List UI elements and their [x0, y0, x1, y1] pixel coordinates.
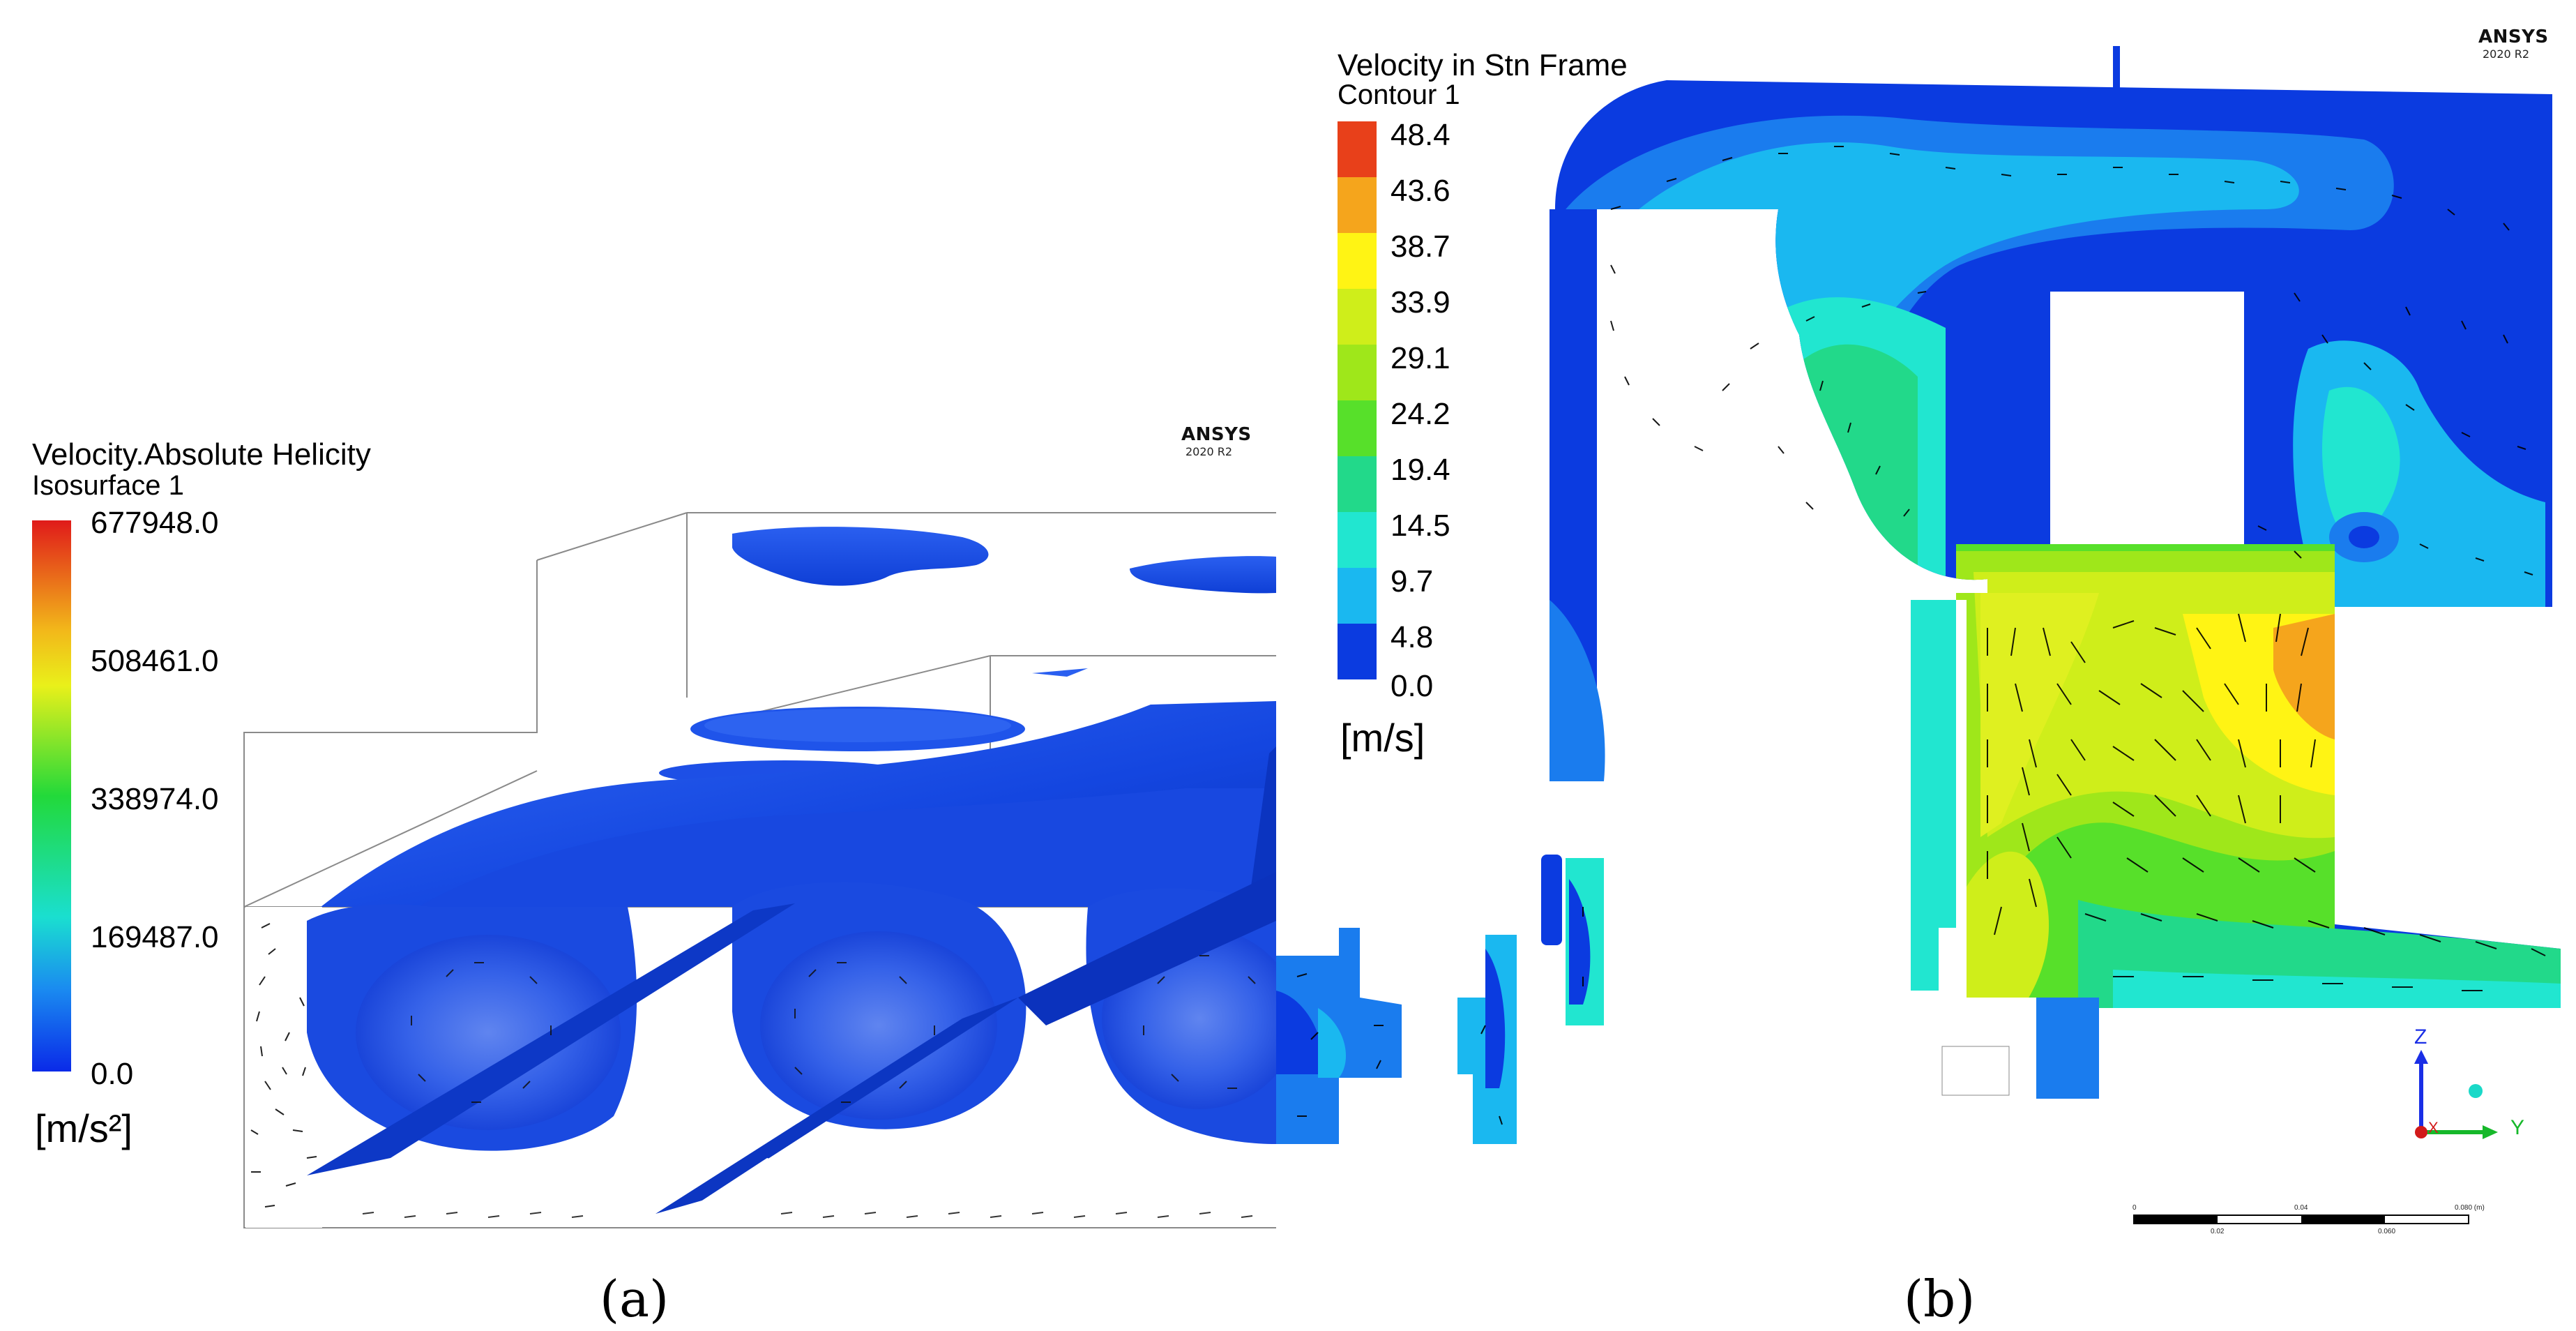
colorbar-tick: 24.2	[1391, 397, 1450, 431]
scale-bar	[2133, 1215, 2469, 1224]
colorbar-tick: 677948.0	[91, 506, 219, 540]
colorbar-band	[1338, 177, 1377, 233]
ansys-version: 2020 R2	[1185, 445, 1233, 458]
helicity-isosurface-render	[243, 512, 1276, 1228]
colorbar-band	[1338, 289, 1377, 345]
panel-a: Velocity.Absolute Helicity Isosurface 1 …	[0, 0, 1276, 1331]
legend-subtitle: Isosurface 1	[32, 470, 184, 501]
colorbar-tick: 169487.0	[91, 920, 219, 954]
colorbar-band	[1338, 456, 1377, 512]
colorbar-unit: [m/s²]	[35, 1106, 132, 1150]
ansys-logo: ANSYS	[2478, 27, 2549, 47]
scale-label: 0.04	[2294, 1204, 2308, 1212]
velocity-colorbar	[1338, 121, 1377, 679]
colorbar-tick: 338974.0	[91, 782, 219, 816]
legend-title: Velocity in Stn Frame	[1338, 48, 1628, 82]
colorbar-tick: 0.0	[1391, 669, 1434, 703]
legend-title: Velocity.Absolute Helicity	[32, 437, 371, 472]
colorbar-tick: 33.9	[1391, 285, 1450, 319]
scale-label: 0.080 (m)	[2455, 1204, 2485, 1212]
colorbar-band	[1338, 512, 1377, 568]
scale-label: 0.060	[2378, 1228, 2396, 1235]
velocity-contour-render	[1276, 46, 2561, 1224]
colorbar-tick: 4.8	[1391, 620, 1434, 654]
axis-triad	[2414, 1050, 2498, 1139]
colorbar-unit: [m/s]	[1340, 716, 1425, 760]
scale-label: 0	[2132, 1204, 2137, 1212]
legend-subtitle: Contour 1	[1338, 80, 1460, 110]
ansys-version: 2020 R2	[2483, 47, 2530, 61]
colorbar-tick: 29.1	[1391, 341, 1450, 375]
colorbar-band	[1338, 400, 1377, 456]
panel-b: Velocity in Stn Frame Contour 1 48.4 43.…	[1276, 0, 2576, 1331]
figure-caption-b: (b)	[1904, 1270, 1976, 1328]
helicity-colorbar	[32, 520, 71, 1071]
colorbar-tick: 38.7	[1391, 230, 1450, 264]
colorbar-tick: 19.4	[1391, 453, 1450, 487]
colorbar-tick: 48.4	[1391, 118, 1450, 152]
colorbar-band	[1338, 121, 1377, 177]
axis-y-label: Y	[2510, 1116, 2525, 1139]
colorbar-tick: 0.0	[91, 1057, 134, 1091]
colorbar-tick: 9.7	[1391, 564, 1434, 599]
axis-z-label: Z	[2414, 1025, 2427, 1048]
colorbar-band	[1338, 568, 1377, 624]
ansys-logo: ANSYS	[1181, 424, 1252, 445]
colorbar-band	[1338, 233, 1377, 289]
colorbar-band	[1338, 624, 1377, 679]
axis-x-label: X	[2428, 1119, 2439, 1136]
figure-caption-a: (a)	[600, 1270, 669, 1328]
colorbar-band	[1338, 345, 1377, 400]
colorbar-tick: 43.6	[1391, 174, 1450, 208]
scale-label: 0.02	[2211, 1228, 2225, 1235]
colorbar-tick: 14.5	[1391, 509, 1450, 543]
colorbar-tick: 508461.0	[91, 644, 219, 678]
